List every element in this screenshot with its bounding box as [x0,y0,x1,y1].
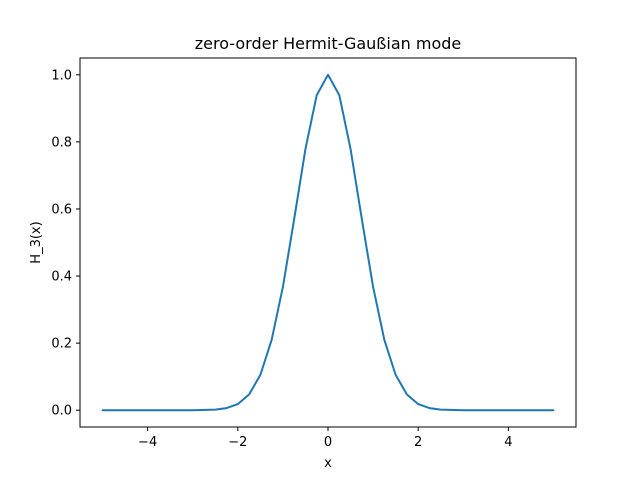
y-tick-label: 0.6 [51,202,72,217]
plot-area [101,73,555,412]
y-tick-label: 0.2 [51,337,72,352]
x-tick-label: −4 [138,435,157,450]
chart-title: zero-order Hermit-Gaußian mode [195,34,461,53]
x-tick-label: 0 [324,435,332,450]
x-tick-label: 4 [504,435,512,450]
x-axis: −4 −2 0 2 4 [138,427,513,450]
x-tick-label: 2 [414,435,422,450]
y-tick-label: 0.4 [51,270,72,285]
y-tick-label: 1.0 [51,68,72,83]
y-axis: 0.0 0.2 0.4 0.6 0.8 1.0 [51,68,80,419]
plot-frame [79,57,577,428]
y-axis-label: H_3(x) [29,221,44,263]
y-tick-label: 0.0 [51,404,72,419]
x-tick-label: −2 [228,435,247,450]
x-axis-label: x [324,456,332,471]
series-line [101,73,555,412]
y-tick-label: 0.8 [51,135,72,150]
